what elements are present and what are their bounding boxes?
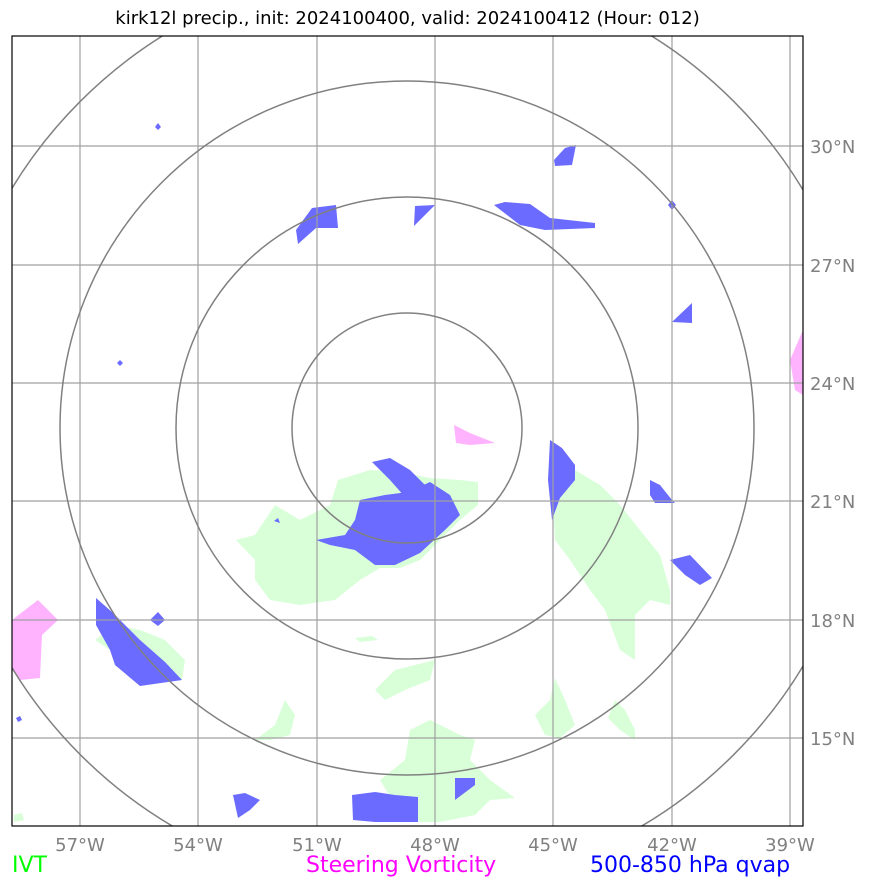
lon-tick-42w: 42°W [647,835,697,856]
lon-tick-57w: 57°W [55,835,105,856]
lon-tick-45w: 45°W [528,835,578,856]
lon-tick-39w: 39°W [765,835,815,856]
lat-tick-27n: 27°N [810,256,855,277]
legend-qvap: 500-850 hPa qvap [590,853,791,878]
lat-tick-30n: 30°N [810,137,855,158]
lon-tick-48w: 48°W [410,835,460,856]
lat-tick-15n: 15°N [810,729,855,750]
lat-tick-24n: 24°N [810,374,855,395]
longitude-labels: 57°W 54°W 51°W 48°W 45°W 42°W 39°W [55,835,815,856]
map-frame [11,35,804,827]
lon-tick-54w: 54°W [173,835,223,856]
latitude-labels: 30°N 27°N 24°N 21°N 18°N 15°N [810,137,855,750]
lat-tick-21n: 21°N [810,492,855,513]
lat-tick-18n: 18°N [810,611,855,632]
legend-ivt: IVT [12,853,47,878]
map-title: kirk12l precip., init: 2024100400, valid… [115,8,700,29]
lon-tick-51w: 51°W [292,835,342,856]
legend-steering-vorticity: Steering Vorticity [306,853,497,878]
qvap-field [16,123,712,822]
graticule [12,36,803,826]
